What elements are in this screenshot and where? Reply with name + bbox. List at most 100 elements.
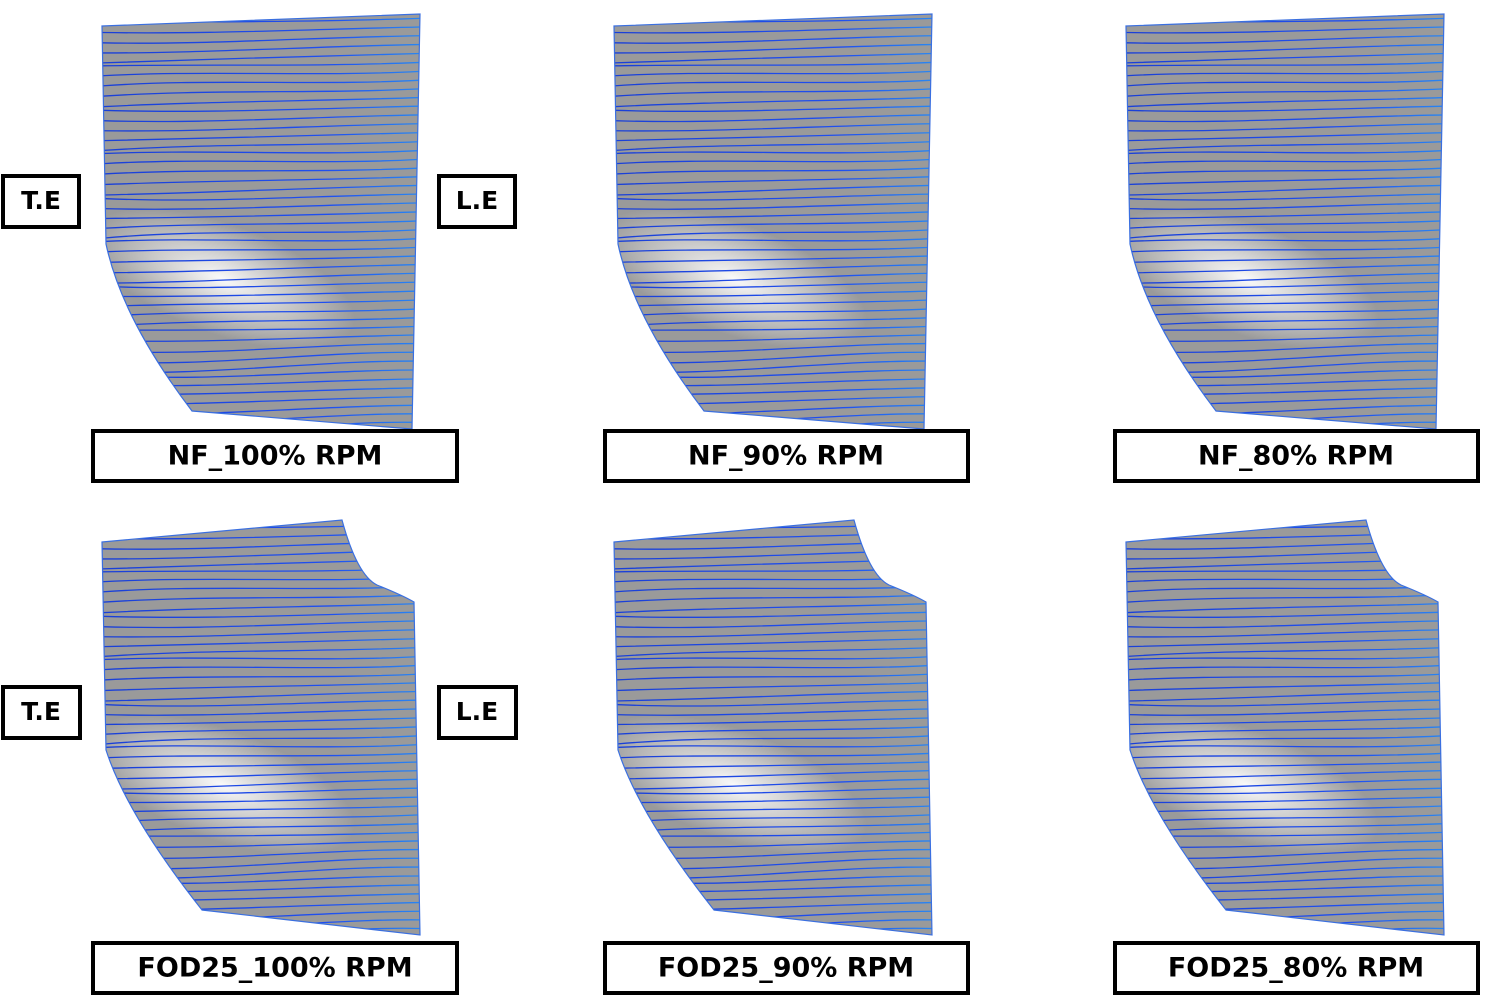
streamline	[102, 281, 420, 289]
highlight	[102, 714, 355, 856]
side-label: L.E	[456, 186, 499, 215]
streamline	[1126, 708, 1444, 716]
streamline	[102, 140, 420, 152]
highlight	[1126, 208, 1379, 350]
streamline	[1126, 602, 1444, 614]
streamline	[102, 699, 420, 707]
streamline	[102, 105, 420, 112]
streamline	[102, 778, 420, 790]
streamline	[1126, 281, 1444, 289]
streamline	[614, 681, 932, 692]
streamline	[1126, 210, 1444, 220]
streamline	[614, 122, 932, 132]
streamline	[1126, 760, 1444, 770]
streamline	[102, 61, 420, 67]
streamline	[614, 611, 932, 618]
streamline	[1126, 140, 1444, 152]
streamline	[1126, 26, 1444, 34]
streamline	[102, 228, 420, 240]
streamline	[102, 655, 420, 661]
streamline	[102, 620, 420, 629]
streamline	[614, 655, 932, 661]
streamline	[614, 184, 932, 196]
blade	[102, 520, 420, 935]
streamline	[102, 34, 420, 44]
streamline	[102, 70, 420, 77]
streamline	[614, 690, 932, 702]
streamline	[1126, 202, 1444, 210]
streamline	[1126, 158, 1444, 165]
streamline	[102, 672, 420, 682]
streamline	[614, 26, 932, 34]
streamline	[614, 202, 932, 210]
streamline	[614, 290, 932, 298]
streamline	[102, 664, 420, 671]
streamline	[102, 602, 420, 614]
streamline	[102, 131, 420, 142]
streamline	[1126, 778, 1444, 790]
streamline	[614, 140, 932, 152]
blade-edge	[101, 519, 421, 936]
streamline	[102, 927, 420, 935]
streamline	[1126, 122, 1444, 132]
blade	[1126, 14, 1444, 429]
streamline	[1126, 681, 1444, 692]
streamline	[102, 237, 420, 243]
streamline	[1126, 131, 1444, 142]
streamline	[1126, 246, 1444, 253]
label-box	[91, 429, 459, 483]
streamline	[1126, 927, 1444, 935]
streamline	[1126, 78, 1444, 88]
streamline	[102, 175, 420, 186]
streamline	[102, 307, 420, 318]
streamline	[1126, 263, 1444, 274]
streamline	[102, 690, 420, 702]
streamline	[614, 105, 932, 112]
streamline	[102, 263, 420, 274]
side-label: L.E	[456, 697, 499, 726]
streamline	[1126, 43, 1444, 54]
streamline	[1126, 734, 1444, 746]
streamline	[614, 158, 932, 165]
label-box	[1, 174, 81, 229]
blade-edge	[101, 13, 421, 430]
streamline	[1126, 193, 1444, 201]
streamline	[1126, 752, 1444, 759]
streamline	[1126, 228, 1444, 240]
streamline	[1126, 175, 1444, 186]
streamline	[102, 272, 420, 284]
streamline	[1126, 184, 1444, 196]
streamline	[102, 298, 420, 308]
streamline	[614, 804, 932, 814]
streamline	[102, 708, 420, 716]
streamline	[102, 725, 420, 736]
streamline	[1126, 114, 1444, 123]
streamline	[102, 743, 420, 749]
streamline	[614, 725, 932, 736]
streamline	[614, 421, 932, 429]
streamline	[614, 166, 932, 176]
label-box	[1113, 941, 1480, 995]
streamline	[102, 421, 420, 429]
streamline	[1126, 655, 1444, 661]
streamline	[102, 193, 420, 201]
streamline	[102, 760, 420, 770]
streamline	[1126, 219, 1444, 230]
streamline	[614, 298, 932, 308]
streamline	[614, 602, 932, 614]
streamline	[614, 87, 932, 98]
streamline	[102, 43, 420, 54]
label-box	[91, 941, 459, 995]
panel-label: FOD25_100% RPM	[137, 953, 412, 984]
label-box	[1, 685, 82, 740]
panel-label: NF_90% RPM	[688, 441, 884, 472]
streamline	[102, 734, 420, 746]
streamline	[614, 752, 932, 759]
streamline	[614, 787, 932, 795]
highlight	[1126, 714, 1379, 856]
streamline	[614, 114, 932, 123]
streamline	[1126, 672, 1444, 682]
streamline	[614, 263, 932, 274]
streamline	[1126, 664, 1444, 671]
